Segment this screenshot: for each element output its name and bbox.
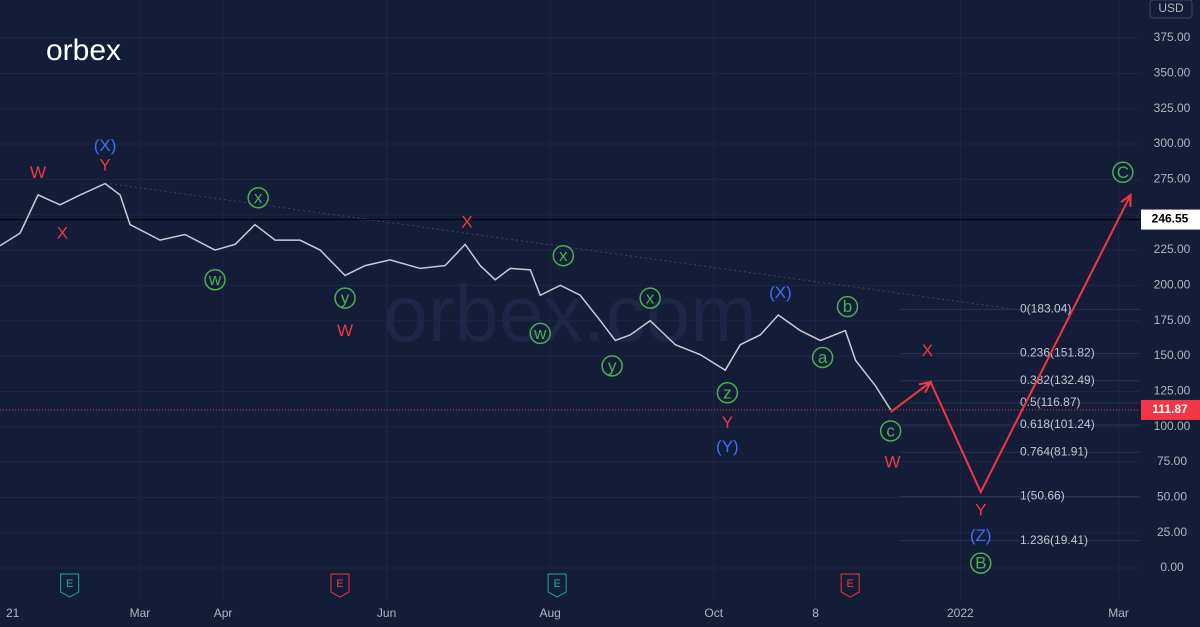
wave-circle — [204, 268, 226, 291]
wave-label: w — [208, 270, 222, 289]
wave-circle — [552, 244, 575, 267]
wave-circle — [969, 552, 992, 574]
event-label: E — [847, 578, 854, 590]
trend-line — [104, 182, 1021, 311]
event-badge — [840, 573, 860, 598]
event-label: E — [553, 578, 560, 590]
wave-label: X — [461, 212, 472, 231]
wave-circle — [529, 322, 551, 345]
wave-label: C — [1117, 163, 1129, 182]
wave-circle — [334, 287, 356, 309]
y-tick-label: 175.00 — [1154, 313, 1191, 327]
x-tick-label: Mar — [130, 606, 151, 620]
fib-label: 0.5(116.87) — [1020, 395, 1081, 409]
wave-label: y — [608, 356, 617, 375]
currency-box — [1149, 0, 1193, 19]
currency: USD — [1158, 1, 1184, 15]
wave-label: c — [886, 421, 895, 440]
y-tick-label: 325.00 — [1154, 101, 1191, 115]
fib-label: 0.382(132.49) — [1020, 373, 1095, 387]
y-tick-label: 125.00 — [1154, 384, 1191, 398]
fib-label: 0.764(81.91) — [1020, 444, 1088, 458]
x-tick-label: 2022 — [947, 606, 974, 620]
wave-circle — [639, 287, 661, 309]
wave-label: z — [723, 383, 732, 402]
y-tick-label: 350.00 — [1154, 66, 1191, 80]
wave-label: B — [975, 554, 986, 573]
event-label: E — [66, 578, 73, 590]
arrow-head — [918, 380, 933, 394]
price-box — [1141, 209, 1200, 230]
wave-label: x — [646, 289, 655, 308]
wave-label: b — [843, 297, 852, 316]
fib-label: 1(50.66) — [1020, 489, 1065, 503]
wave-label: w — [533, 324, 547, 343]
wave-label: y — [341, 289, 350, 308]
wave-label: (X) — [94, 136, 117, 155]
wave-circle — [836, 295, 859, 318]
price-line-series — [0, 182, 892, 411]
y-tick-label: 25.00 — [1157, 525, 1187, 539]
forecast-path — [890, 194, 1132, 495]
wave-circle — [601, 355, 623, 377]
wave-circle — [716, 382, 739, 404]
wave-label: Y — [722, 413, 733, 432]
y-tick-label: 300.00 — [1154, 136, 1191, 150]
wave-label: (Y) — [716, 437, 739, 456]
wave-label: x — [254, 188, 263, 207]
event-badge — [547, 573, 567, 598]
wave-label: X — [922, 341, 933, 360]
wave-label: X — [57, 224, 68, 243]
wave-label: W — [337, 321, 353, 340]
y-tick-label: 275.00 — [1154, 172, 1191, 186]
fib-label: 1.236(19.41) — [1020, 533, 1088, 547]
wave-label: W — [885, 453, 901, 472]
watermark: orbex.com — [383, 269, 756, 358]
event-badge — [60, 573, 80, 598]
x-tick-label: Aug — [539, 606, 560, 620]
wave-circle — [1112, 161, 1134, 184]
price-scale — [1140, 0, 1200, 627]
wave-label: Y — [975, 501, 986, 520]
y-tick-label: 200.00 — [1154, 278, 1191, 292]
fib-label: 0.618(101.24) — [1020, 417, 1095, 431]
wave-label: (X) — [769, 283, 792, 302]
x-tick-label: Mar — [1108, 606, 1129, 620]
event-label: E — [336, 578, 343, 590]
y-tick-label: 50.00 — [1157, 490, 1187, 504]
arrow-head — [1120, 192, 1132, 207]
y-tick-label: 0.00 — [1160, 560, 1184, 574]
x-tick-label: Oct — [704, 606, 723, 620]
price-box — [1141, 399, 1200, 420]
wave-label: x — [559, 246, 568, 265]
y-tick-label: 225.00 — [1154, 242, 1191, 256]
fib-label: 0.236(151.82) — [1020, 346, 1095, 360]
x-tick-label: 8 — [812, 606, 819, 620]
y-tick-label: 150.00 — [1154, 348, 1191, 362]
wave-label: a — [818, 348, 828, 367]
price-label: 111.87 — [1152, 402, 1188, 416]
price-label: 246.55 — [1152, 212, 1189, 226]
wave-label: (Z) — [970, 526, 992, 545]
event-badge — [330, 573, 350, 598]
y-tick-label: 375.00 — [1154, 30, 1191, 44]
wave-label: W — [30, 163, 46, 182]
wave-label: Y — [99, 156, 110, 175]
x-tick-label: Jun — [377, 606, 396, 620]
x-tick-label: Apr — [214, 606, 233, 620]
y-tick-label: 100.00 — [1154, 419, 1191, 433]
wave-circle — [879, 420, 902, 442]
wave-circle — [247, 186, 269, 209]
brand-logo: orbex — [46, 34, 121, 67]
y-tick-label: 75.00 — [1157, 454, 1187, 468]
x-tick-label: 21 — [6, 606, 20, 620]
fib-label: 0(183.04) — [1020, 302, 1071, 316]
wave-circle — [811, 346, 834, 369]
